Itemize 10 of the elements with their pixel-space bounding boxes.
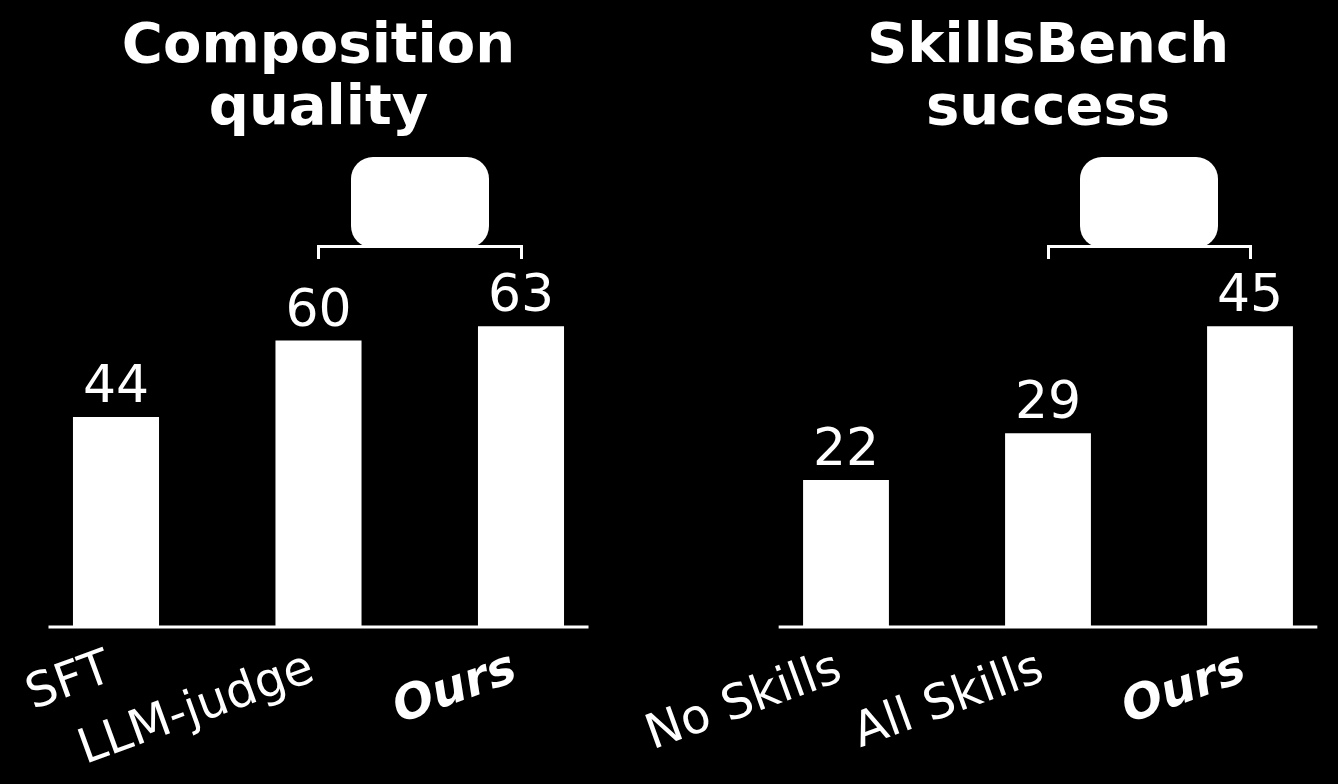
x-tick-label: Ours bbox=[1113, 637, 1253, 734]
chart-title: SkillsBench success bbox=[865, 10, 1231, 137]
x-tick-label: Ours bbox=[384, 637, 524, 734]
chart-title: Composition quality bbox=[120, 10, 517, 137]
data-label: 22 bbox=[812, 416, 880, 477]
data-label: 45 bbox=[1216, 263, 1284, 324]
data-label: 63 bbox=[487, 263, 555, 324]
data-label: 29 bbox=[1014, 370, 1082, 431]
data-label: 60 bbox=[285, 277, 352, 338]
data-label: 44 bbox=[82, 353, 150, 414]
